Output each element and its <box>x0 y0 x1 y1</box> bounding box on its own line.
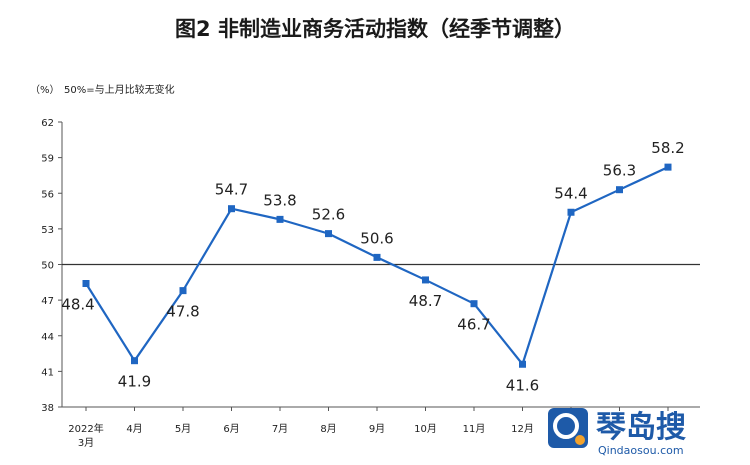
x-tick-label: 10月 <box>414 423 437 435</box>
y-tick-label: 56 <box>41 189 54 200</box>
baseline-note: 50%=与上月比较无变化 <box>64 83 175 96</box>
y-tick-label: 53 <box>41 225 54 236</box>
data-point <box>373 253 381 261</box>
y-tick-label: 62 <box>41 118 54 129</box>
x-tick-sublabel: 3月 <box>78 437 94 449</box>
x-tick-label: 11月 <box>463 423 486 435</box>
y-unit-label: （%） <box>30 84 60 96</box>
data-point <box>470 300 478 308</box>
series-line <box>82 163 672 368</box>
x-tick-label: 5月 <box>175 423 191 435</box>
data-label: 41.9 <box>118 373 151 391</box>
data-label: 41.6 <box>506 376 539 394</box>
watermark-text: 琴岛搜 <box>596 410 686 445</box>
y-tick-label: 41 <box>41 367 54 378</box>
data-label: 48.7 <box>409 292 442 310</box>
data-point <box>422 276 429 284</box>
data-point <box>519 360 526 368</box>
data-point <box>82 280 90 287</box>
x-tick-label: 2022年 <box>68 422 103 435</box>
data-label: 56.3 <box>603 162 636 180</box>
y-tick-label: 47 <box>41 296 54 307</box>
data-point <box>664 163 672 171</box>
x-tick-label: 4月 <box>126 423 142 435</box>
data-label: 54.7 <box>215 181 248 199</box>
y-tick-label: 50 <box>41 261 54 272</box>
data-label: 52.6 <box>312 206 345 224</box>
x-tick-label: 7月 <box>272 423 288 435</box>
watermark-icon-ring <box>553 413 579 439</box>
data-label: 58.2 <box>651 139 684 157</box>
data-point <box>616 186 623 194</box>
y-tick-label: 44 <box>41 332 54 343</box>
x-axis-ticks: 2022年 4月 5月 6月 7月 8月 9月 10月 11月 12月 3月 <box>68 407 669 449</box>
data-point <box>131 357 138 365</box>
data-point <box>276 215 284 223</box>
data-label: 50.6 <box>360 229 393 247</box>
y-tick-label: 38 <box>41 403 54 414</box>
x-tick-label: 6月 <box>223 423 239 435</box>
data-label: 48.4 <box>61 296 94 314</box>
data-point <box>325 230 332 238</box>
x-tick-label: 9月 <box>369 423 385 435</box>
data-label: 46.7 <box>457 316 490 334</box>
data-label: 53.8 <box>263 191 296 209</box>
x-tick-label: 12月 <box>511 423 534 435</box>
data-point <box>179 287 187 295</box>
data-label: 47.8 <box>166 303 199 321</box>
watermark-logo: 琴岛搜 Qindaosou.com <box>548 408 686 457</box>
chart-title: 图2 非制造业商务活动指数（经季节调整） <box>175 17 575 41</box>
data-point <box>228 205 235 213</box>
x-tick-label: 8月 <box>320 423 336 435</box>
data-labels: 48.4 41.9 47.8 54.7 53.8 52.6 50.6 48.7 46.7 41.6… <box>61 139 684 394</box>
y-tick-label: 59 <box>41 154 54 165</box>
data-label: 54.4 <box>554 184 587 202</box>
watermark-subtext: Qindaosou.com <box>598 444 684 457</box>
data-point <box>567 208 575 216</box>
watermark-icon-dot <box>575 435 585 445</box>
y-axis-ticks: 38 41 44 47 50 53 56 59 62 <box>41 118 62 414</box>
